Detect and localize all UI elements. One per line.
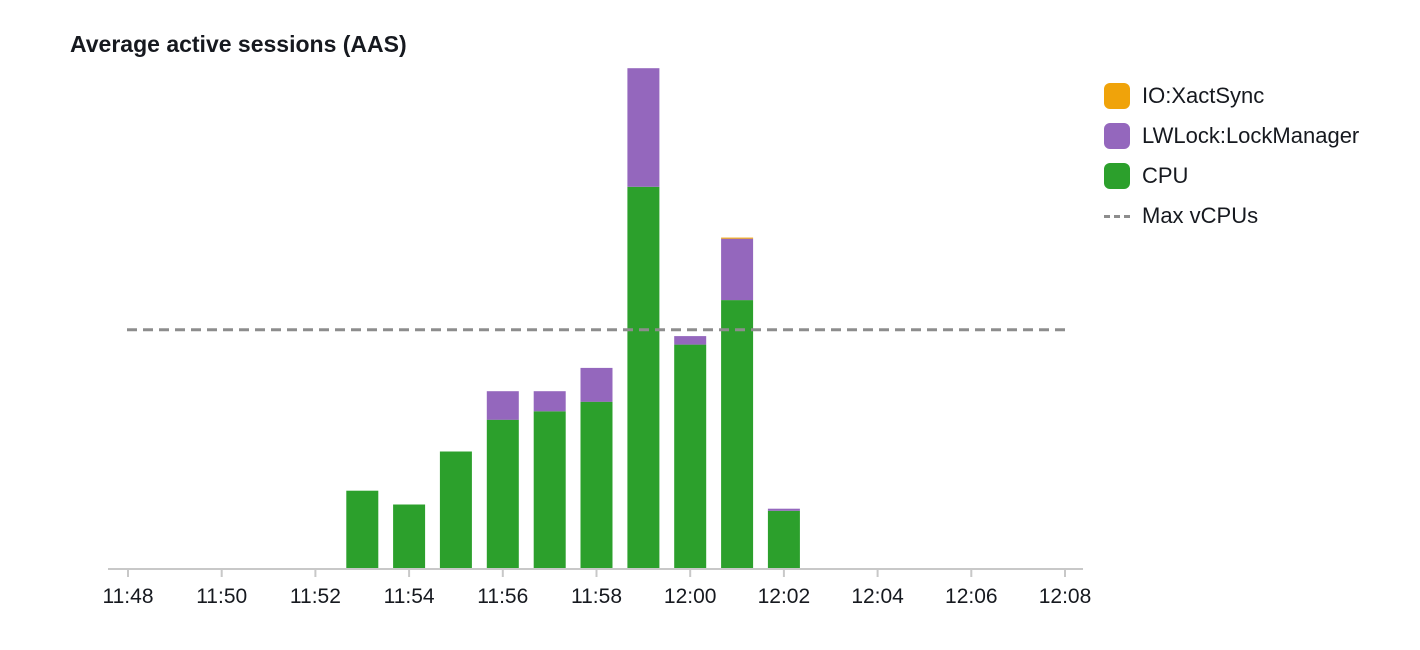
bar-lwlock-lockmanager-1159[interactable] — [627, 68, 660, 187]
bar-cpu-1200[interactable] — [674, 344, 707, 568]
bar-cpu-1158[interactable] — [580, 401, 613, 568]
x-axis: 11:48 11:50 11:52 11:54 11:56 11:58 12:00 12:02… — [103, 568, 1092, 608]
bar-lwlock-lockmanager-1202[interactable] — [767, 508, 800, 511]
bar-lwlock-lockmanager-1158[interactable] — [580, 367, 613, 402]
bar-lwlock-lockmanager-1156[interactable] — [486, 391, 519, 420]
x-tick-label: 11:52 — [290, 585, 341, 608]
legend-label-io-xactsync: IO:XactSync — [1142, 83, 1265, 108]
x-tick-label: 11:50 — [196, 585, 247, 608]
legend-label-lwlock-lockmanager: LWLock:LockManager — [1142, 123, 1360, 148]
legend-label-cpu: CPU — [1142, 163, 1189, 188]
x-tick-label: 12:06 — [945, 585, 998, 608]
legend-item-io-xactsync[interactable]: IO:XactSync — [1104, 76, 1404, 116]
legend-swatch-lwlock-lockmanager — [1104, 123, 1130, 149]
chart-title: Average active sessions (AAS) — [70, 31, 407, 57]
x-tick-label: 11:58 — [571, 585, 622, 608]
legend-dash-max-vcpus — [1104, 203, 1130, 229]
bar-cpu-1157[interactable] — [533, 411, 566, 568]
bar-cpu-1154[interactable] — [393, 504, 426, 569]
bar-cpu-1202[interactable] — [767, 510, 800, 568]
bars-layer — [346, 68, 800, 569]
legend-item-lwlock-lockmanager[interactable]: LWLock:LockManager — [1104, 116, 1404, 156]
x-tick-label: 11:48 — [103, 585, 154, 608]
legend-item-max-vcpus[interactable]: Max vCPUs — [1104, 196, 1404, 236]
bar-io-xactsync-1201[interactable] — [721, 237, 754, 239]
bar-cpu-1201[interactable] — [721, 300, 754, 568]
legend-swatch-cpu — [1104, 163, 1130, 189]
x-tick-label: 11:56 — [477, 585, 528, 608]
bar-cpu-1156[interactable] — [486, 419, 519, 568]
bar-cpu-1155[interactable] — [439, 451, 472, 569]
bar-lwlock-lockmanager-1201[interactable] — [721, 238, 754, 301]
legend-swatch-io-xactsync — [1104, 83, 1130, 109]
legend-label-max-vcpus: Max vCPUs — [1142, 203, 1259, 228]
bar-lwlock-lockmanager-1200[interactable] — [674, 336, 707, 345]
x-tick-label: 12:00 — [664, 585, 717, 608]
x-tick-label: 11:54 — [384, 585, 435, 608]
legend-item-cpu[interactable]: CPU — [1104, 156, 1404, 196]
bar-lwlock-lockmanager-1157[interactable] — [533, 391, 566, 412]
bar-cpu-1159[interactable] — [627, 186, 660, 569]
x-tick-label: 12:04 — [851, 585, 904, 608]
bar-cpu-1153[interactable] — [346, 490, 379, 568]
x-tick-label: 12:02 — [758, 585, 811, 608]
legend: IO:XactSync LWLock:LockManager CPU Max v… — [1104, 76, 1404, 236]
x-tick-label: 12:08 — [1039, 585, 1092, 608]
